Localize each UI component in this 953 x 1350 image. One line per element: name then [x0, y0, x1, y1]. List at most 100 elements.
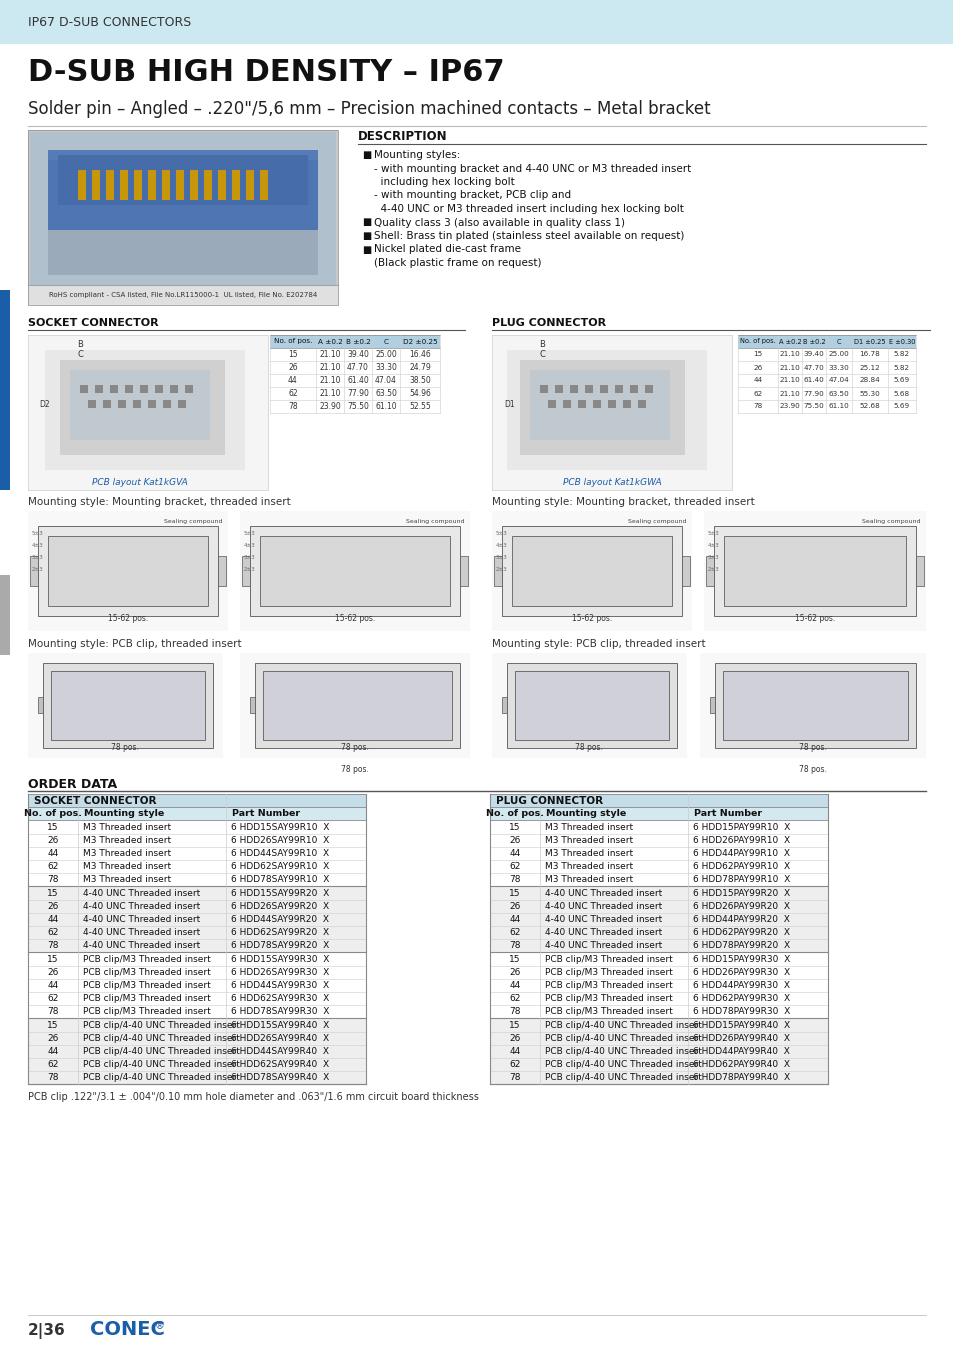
Text: 6 HDD62SAY99R40  X: 6 HDD62SAY99R40 X — [231, 1060, 329, 1069]
Text: 6 HDD62PAY99R10  X: 6 HDD62PAY99R10 X — [692, 863, 789, 871]
Bar — [118, 400, 126, 408]
Bar — [638, 400, 645, 408]
Text: 47.70: 47.70 — [802, 364, 823, 370]
Text: - with mounting bracket and 4-40 UNC or M3 threaded insert: - with mounting bracket and 4-40 UNC or … — [374, 163, 691, 174]
Text: DESCRIPTION: DESCRIPTION — [357, 130, 447, 143]
Text: Sealing compound: Sealing compound — [406, 518, 464, 524]
Bar — [459, 556, 468, 586]
Bar — [0, 290, 10, 490]
Text: 78: 78 — [509, 875, 520, 884]
Text: 44: 44 — [509, 1046, 520, 1056]
Text: 6 HDD15SAY99R40  X: 6 HDD15SAY99R40 X — [231, 1021, 329, 1030]
Bar — [0, 575, 10, 655]
Bar — [714, 663, 915, 748]
Bar — [593, 400, 600, 408]
Text: 5±3: 5±3 — [707, 531, 719, 536]
Text: 63.50: 63.50 — [828, 390, 848, 397]
Bar — [515, 671, 668, 740]
Text: 54.96: 54.96 — [409, 389, 431, 398]
Text: 6 HDD15SAY99R30  X: 6 HDD15SAY99R30 X — [231, 954, 329, 964]
Text: A ±0.2: A ±0.2 — [317, 339, 342, 344]
Bar — [555, 385, 562, 393]
Bar — [28, 846, 366, 860]
Text: 2±3: 2±3 — [32, 567, 44, 572]
Text: 21.10: 21.10 — [779, 378, 800, 383]
Bar — [218, 170, 226, 200]
Bar — [490, 1031, 827, 1045]
Bar — [494, 556, 501, 586]
Bar — [28, 965, 366, 979]
Text: Mounting style: Mounting style — [545, 809, 625, 818]
Text: 6 HDD26PAY99R40  X: 6 HDD26PAY99R40 X — [692, 1034, 789, 1042]
Bar — [163, 400, 171, 408]
Text: 4-40 UNC Threaded insert: 4-40 UNC Threaded insert — [83, 902, 200, 911]
Text: 4±3: 4±3 — [496, 543, 507, 548]
Text: SOCKET CONNECTOR: SOCKET CONNECTOR — [34, 795, 156, 806]
Bar — [562, 400, 571, 408]
Text: 26: 26 — [509, 902, 520, 911]
Bar — [185, 385, 193, 393]
Text: 26: 26 — [288, 363, 297, 373]
Text: C: C — [383, 339, 388, 344]
Bar — [490, 873, 827, 887]
Text: 5±3: 5±3 — [496, 531, 507, 536]
Text: 3±3: 3±3 — [496, 555, 507, 560]
Bar — [681, 556, 689, 586]
Text: 5±3: 5±3 — [32, 531, 44, 536]
Text: No. of pos.: No. of pos. — [485, 809, 543, 818]
Text: 6 HDD62PAY99R30  X: 6 HDD62PAY99R30 X — [692, 994, 789, 1003]
Text: 6 HDD15PAY99R40  X: 6 HDD15PAY99R40 X — [692, 1021, 789, 1030]
Bar — [490, 926, 827, 940]
Text: 6 HDD44SAY99R10  X: 6 HDD44SAY99R10 X — [231, 849, 329, 857]
Text: 52.68: 52.68 — [859, 404, 880, 409]
Bar — [629, 385, 638, 393]
Bar — [51, 671, 205, 740]
Bar — [490, 887, 827, 899]
Text: B: B — [538, 340, 544, 350]
Bar — [204, 170, 212, 200]
Text: 6 HDD44PAY99R10  X: 6 HDD44PAY99R10 X — [692, 849, 789, 857]
Text: 44: 44 — [509, 915, 520, 923]
Text: A ±0.2: A ±0.2 — [778, 339, 801, 344]
Text: 26: 26 — [509, 836, 520, 845]
Text: 4-40 UNC Threaded insert: 4-40 UNC Threaded insert — [544, 941, 661, 950]
Bar — [28, 913, 366, 926]
Text: RoHS compliant - CSA listed, File No.LR115000-1  UL listed, File No. E202784: RoHS compliant - CSA listed, File No.LR1… — [49, 292, 316, 298]
Bar — [178, 400, 186, 408]
Text: 15: 15 — [509, 1021, 520, 1030]
Bar — [615, 385, 622, 393]
Text: ■: ■ — [361, 244, 371, 255]
Text: 4-40 UNC Threaded insert: 4-40 UNC Threaded insert — [83, 927, 200, 937]
Text: Shell: Brass tin plated (stainless steel available on request): Shell: Brass tin plated (stainless steel… — [374, 231, 683, 242]
Text: 4±3: 4±3 — [32, 543, 44, 548]
Text: Part Number: Part Number — [693, 809, 761, 818]
Text: 15: 15 — [48, 1021, 59, 1030]
Bar — [738, 335, 915, 348]
Text: 6 HDD44SAY99R20  X: 6 HDD44SAY99R20 X — [231, 915, 329, 923]
Text: 5±3: 5±3 — [244, 531, 255, 536]
Text: PLUG CONNECTOR: PLUG CONNECTOR — [496, 795, 602, 806]
Text: 6 HDD26SAY99R10  X: 6 HDD26SAY99R10 X — [231, 836, 329, 845]
Bar — [132, 400, 141, 408]
Bar — [250, 526, 459, 616]
Text: IP67 D-SUB CONNECTORS: IP67 D-SUB CONNECTORS — [28, 15, 191, 28]
Bar — [0, 0, 953, 45]
Text: 4-40 UNC Threaded insert: 4-40 UNC Threaded insert — [83, 915, 200, 923]
Bar — [162, 170, 170, 200]
Text: including hex locking bolt: including hex locking bolt — [374, 177, 515, 188]
Bar — [490, 1071, 827, 1084]
Text: 78: 78 — [288, 402, 297, 410]
Text: 61.10: 61.10 — [375, 402, 396, 410]
Text: M3 Threaded insert: M3 Threaded insert — [83, 875, 171, 884]
Bar — [490, 899, 827, 913]
Bar — [28, 979, 366, 992]
Bar — [28, 1006, 366, 1018]
Text: PCB clip/M3 Threaded insert: PCB clip/M3 Threaded insert — [544, 1007, 672, 1017]
Text: M3 Threaded insert: M3 Threaded insert — [83, 849, 171, 857]
Bar — [28, 873, 366, 887]
Text: 6 HDD62PAY99R40  X: 6 HDD62PAY99R40 X — [692, 1060, 789, 1069]
Bar — [703, 512, 925, 630]
Text: 4-40 UNC Threaded insert: 4-40 UNC Threaded insert — [544, 902, 661, 911]
Text: Sealing compound: Sealing compound — [164, 518, 223, 524]
Text: 6 HDD44PAY99R20  X: 6 HDD44PAY99R20 X — [692, 915, 789, 923]
